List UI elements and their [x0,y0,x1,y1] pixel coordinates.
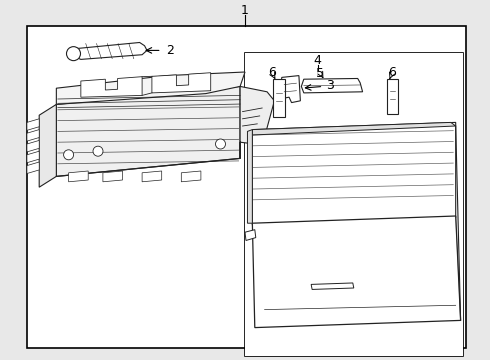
Polygon shape [245,230,256,240]
Polygon shape [56,72,245,104]
Polygon shape [27,119,39,130]
Text: 5: 5 [316,67,324,80]
Text: 3: 3 [326,79,334,92]
Text: 6: 6 [388,66,396,78]
Circle shape [67,47,80,60]
Polygon shape [311,283,354,289]
Polygon shape [247,130,252,223]
Circle shape [216,139,225,149]
Polygon shape [281,76,300,103]
Polygon shape [56,86,240,176]
Circle shape [93,146,103,156]
Bar [273,79,285,117]
Polygon shape [71,42,147,59]
Polygon shape [240,86,274,158]
Circle shape [64,150,74,160]
Polygon shape [152,73,211,93]
Bar [387,79,398,114]
Polygon shape [181,171,201,182]
Bar [27,26,465,348]
Polygon shape [69,171,88,182]
Polygon shape [81,77,142,97]
Polygon shape [252,122,456,135]
Polygon shape [39,104,56,187]
Polygon shape [27,140,39,152]
Polygon shape [27,162,39,174]
Polygon shape [252,122,456,225]
Polygon shape [142,171,162,182]
Bar [245,53,463,356]
Polygon shape [27,130,39,141]
Text: 6: 6 [268,66,276,78]
Text: 4: 4 [314,54,321,67]
Text: 2: 2 [167,44,174,57]
Text: 1: 1 [241,4,249,17]
Polygon shape [301,78,363,93]
Bar [245,53,463,356]
Polygon shape [27,151,39,163]
Polygon shape [103,171,122,182]
Polygon shape [252,216,461,328]
